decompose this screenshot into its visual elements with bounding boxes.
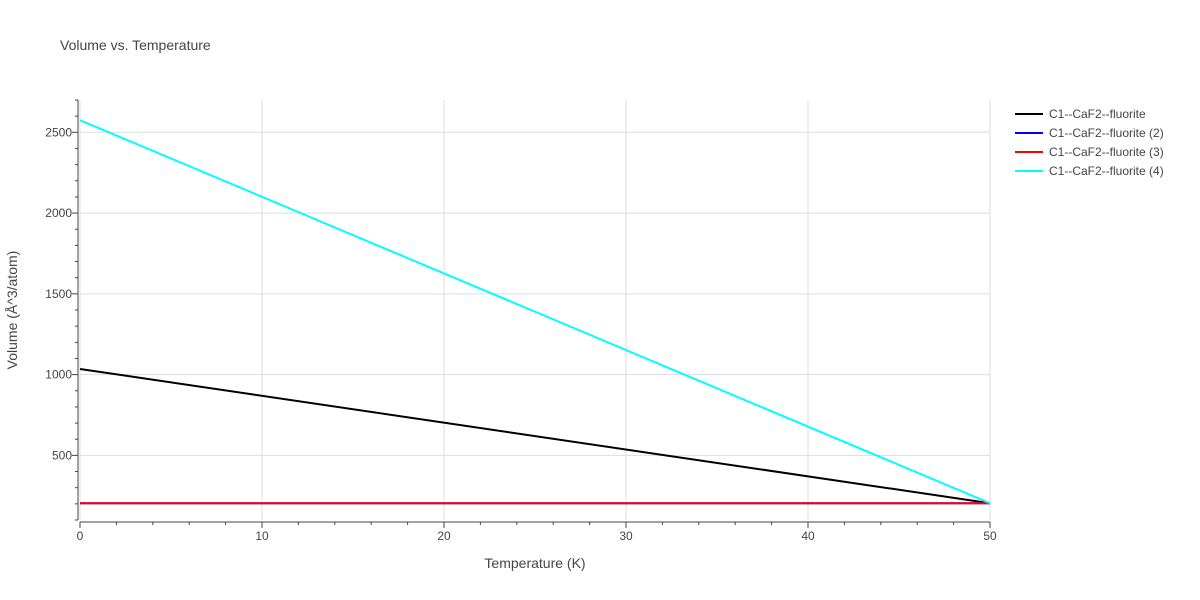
axes-layer: 0 10 20 30 40 50 500 1000 1500 2000 2500 (45, 99, 997, 543)
legend-label: C1--CaF2--fluorite (1049, 107, 1146, 121)
x-tick-label: 40 (801, 529, 815, 543)
y-tick-label: 1000 (45, 368, 72, 382)
y-tick-label: 2500 (45, 125, 72, 139)
series-layer (79, 119, 991, 505)
y-tick-label: 1500 (45, 287, 72, 301)
x-tick-label: 0 (77, 529, 84, 543)
series-line-1 (79, 367, 991, 505)
x-tick-label: 10 (255, 529, 269, 543)
x-tick-label: 50 (983, 529, 997, 543)
x-axis-title: Temperature (K) (484, 555, 585, 571)
chart-title: Volume vs. Temperature (60, 37, 211, 53)
grid-layer (79, 100, 991, 520)
x-tick-label: 20 (437, 529, 451, 543)
legend-label: C1--CaF2--fluorite (2) (1049, 126, 1164, 140)
y-tick-label: 2000 (45, 206, 72, 220)
legend-label: C1--CaF2--fluorite (4) (1049, 164, 1164, 178)
y-axis-title: Volume (Å^3/atom) (4, 251, 20, 370)
x-tick-label: 30 (619, 529, 633, 543)
series-line-4 (79, 119, 991, 505)
legend-label: C1--CaF2--fluorite (3) (1049, 145, 1164, 159)
legend: C1--CaF2--fluorite C1--CaF2--fluorite (2)… (1015, 107, 1164, 178)
y-tick-label: 500 (52, 448, 72, 462)
